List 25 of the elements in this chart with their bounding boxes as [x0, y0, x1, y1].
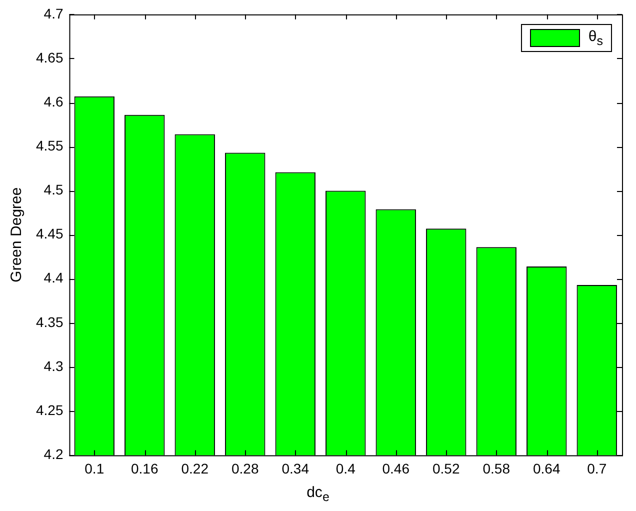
- y-tick-label: 4.45: [36, 226, 64, 242]
- y-tick-label: 4.6: [44, 93, 64, 110]
- y-tick-label: 4.25: [36, 402, 64, 418]
- x-tick-label: 0.64: [533, 460, 560, 476]
- x-tick-label: 0.28: [232, 460, 259, 476]
- legend-label: θ$_{s}$: [588, 28, 603, 48]
- y-tick-label: 4.35: [36, 314, 64, 330]
- y-tick-label: 4.2: [44, 446, 64, 462]
- x-tick-label: 0.52: [432, 460, 460, 476]
- y-tick-label: 4.7: [44, 5, 64, 22]
- y-tick-label: 4.3: [44, 358, 64, 374]
- x-tick-label: 0.16: [131, 460, 158, 476]
- y-tick-label: 4.65: [36, 49, 64, 66]
- x-tick-label: 0.34: [282, 460, 310, 476]
- x-tick-label: 0.46: [382, 460, 410, 476]
- x-tick-label: 0.22: [181, 460, 209, 476]
- x-tick-label: 0.7: [587, 460, 607, 476]
- x-tick-label: 0.1: [84, 460, 104, 476]
- y-axis-title: Green Degree: [8, 187, 26, 282]
- y-tick-label: 4.4: [44, 270, 64, 286]
- x-tick-label: 0.58: [482, 460, 510, 476]
- y-tick-label: 4.5: [44, 182, 64, 198]
- x-axis-title: dc$_{e}$: [306, 484, 330, 504]
- x-tick-label: 0.4: [336, 460, 356, 476]
- y-tick-label: 4.55: [36, 138, 64, 154]
